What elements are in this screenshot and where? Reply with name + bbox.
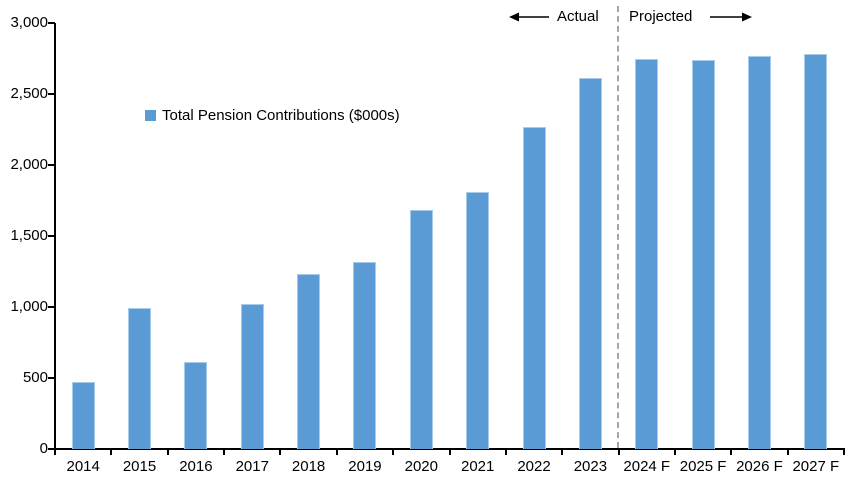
x-category-label: 2017 <box>235 458 269 475</box>
bar-2022 <box>522 126 546 449</box>
x-tick <box>448 448 451 455</box>
bar-2019 <box>353 261 377 449</box>
y-tick-label: 500 <box>22 369 48 386</box>
left-arrow-icon <box>509 12 549 22</box>
y-tick <box>48 164 55 166</box>
x-tick <box>561 448 564 455</box>
legend-label: Total Pension Contributions ($000s) <box>162 107 400 124</box>
x-category-label: 2026 F <box>736 458 783 475</box>
x-category-label: 2025 F <box>679 458 727 475</box>
x-tick <box>673 448 676 455</box>
x-tick <box>843 448 845 455</box>
bar-2015 <box>128 308 152 449</box>
bar-2025F <box>691 59 715 449</box>
x-category-label: 2014 <box>66 458 100 475</box>
x-tick <box>730 448 733 455</box>
y-tick-label: 3,000 <box>10 14 48 31</box>
bar-2023 <box>578 78 602 449</box>
x-category-label: 2027 F <box>792 458 840 475</box>
y-tick-label: 2,000 <box>10 156 48 173</box>
right-arrow-icon <box>710 12 752 22</box>
x-tick <box>786 448 789 455</box>
bar-2018 <box>297 274 321 449</box>
y-tick-label: 0 <box>39 440 48 457</box>
x-tick <box>504 448 507 455</box>
x-tick <box>166 448 169 455</box>
y-tick <box>48 235 55 237</box>
x-category-label: 2023 <box>573 458 608 475</box>
y-tick-label: 1,500 <box>10 227 48 244</box>
y-tick <box>48 306 55 308</box>
x-category-label: 2021 <box>460 458 495 475</box>
x-category-label: 2018 <box>291 458 326 475</box>
x-tick <box>110 448 113 455</box>
y-tick <box>48 377 55 379</box>
x-category-label: 2016 <box>179 458 213 475</box>
bar-2021 <box>466 191 490 449</box>
actual-projected-divider-line <box>617 6 619 448</box>
x-tick <box>335 448 338 455</box>
actual-label: Actual <box>557 8 599 25</box>
bar-2020 <box>409 210 433 449</box>
x-tick <box>617 448 620 455</box>
x-category-label: 2024 F <box>623 458 671 475</box>
bar-2016 <box>184 362 208 449</box>
x-category-label: 2015 <box>122 458 157 475</box>
legend: Total Pension Contributions ($000s) <box>145 107 400 124</box>
x-tick <box>223 448 226 455</box>
x-tick <box>279 448 282 455</box>
y-tick-label: 2,500 <box>10 85 48 102</box>
y-tick-label: 1,000 <box>10 298 48 315</box>
y-axis-line <box>54 23 56 450</box>
x-category-label: 2019 <box>348 458 382 475</box>
y-tick <box>48 93 55 95</box>
x-tick <box>54 448 56 455</box>
bar-2024F <box>635 58 659 449</box>
bar-2014 <box>71 382 95 449</box>
y-tick <box>48 448 55 450</box>
projected-label: Projected <box>629 8 693 25</box>
bar-2017 <box>240 304 264 449</box>
y-tick <box>48 22 55 24</box>
bar-2027F <box>804 53 828 449</box>
x-category-label: 2022 <box>517 458 551 475</box>
bar-2026F <box>747 56 771 449</box>
x-tick <box>392 448 395 455</box>
legend-swatch-icon <box>145 110 156 121</box>
x-category-label: 2020 <box>404 458 438 475</box>
